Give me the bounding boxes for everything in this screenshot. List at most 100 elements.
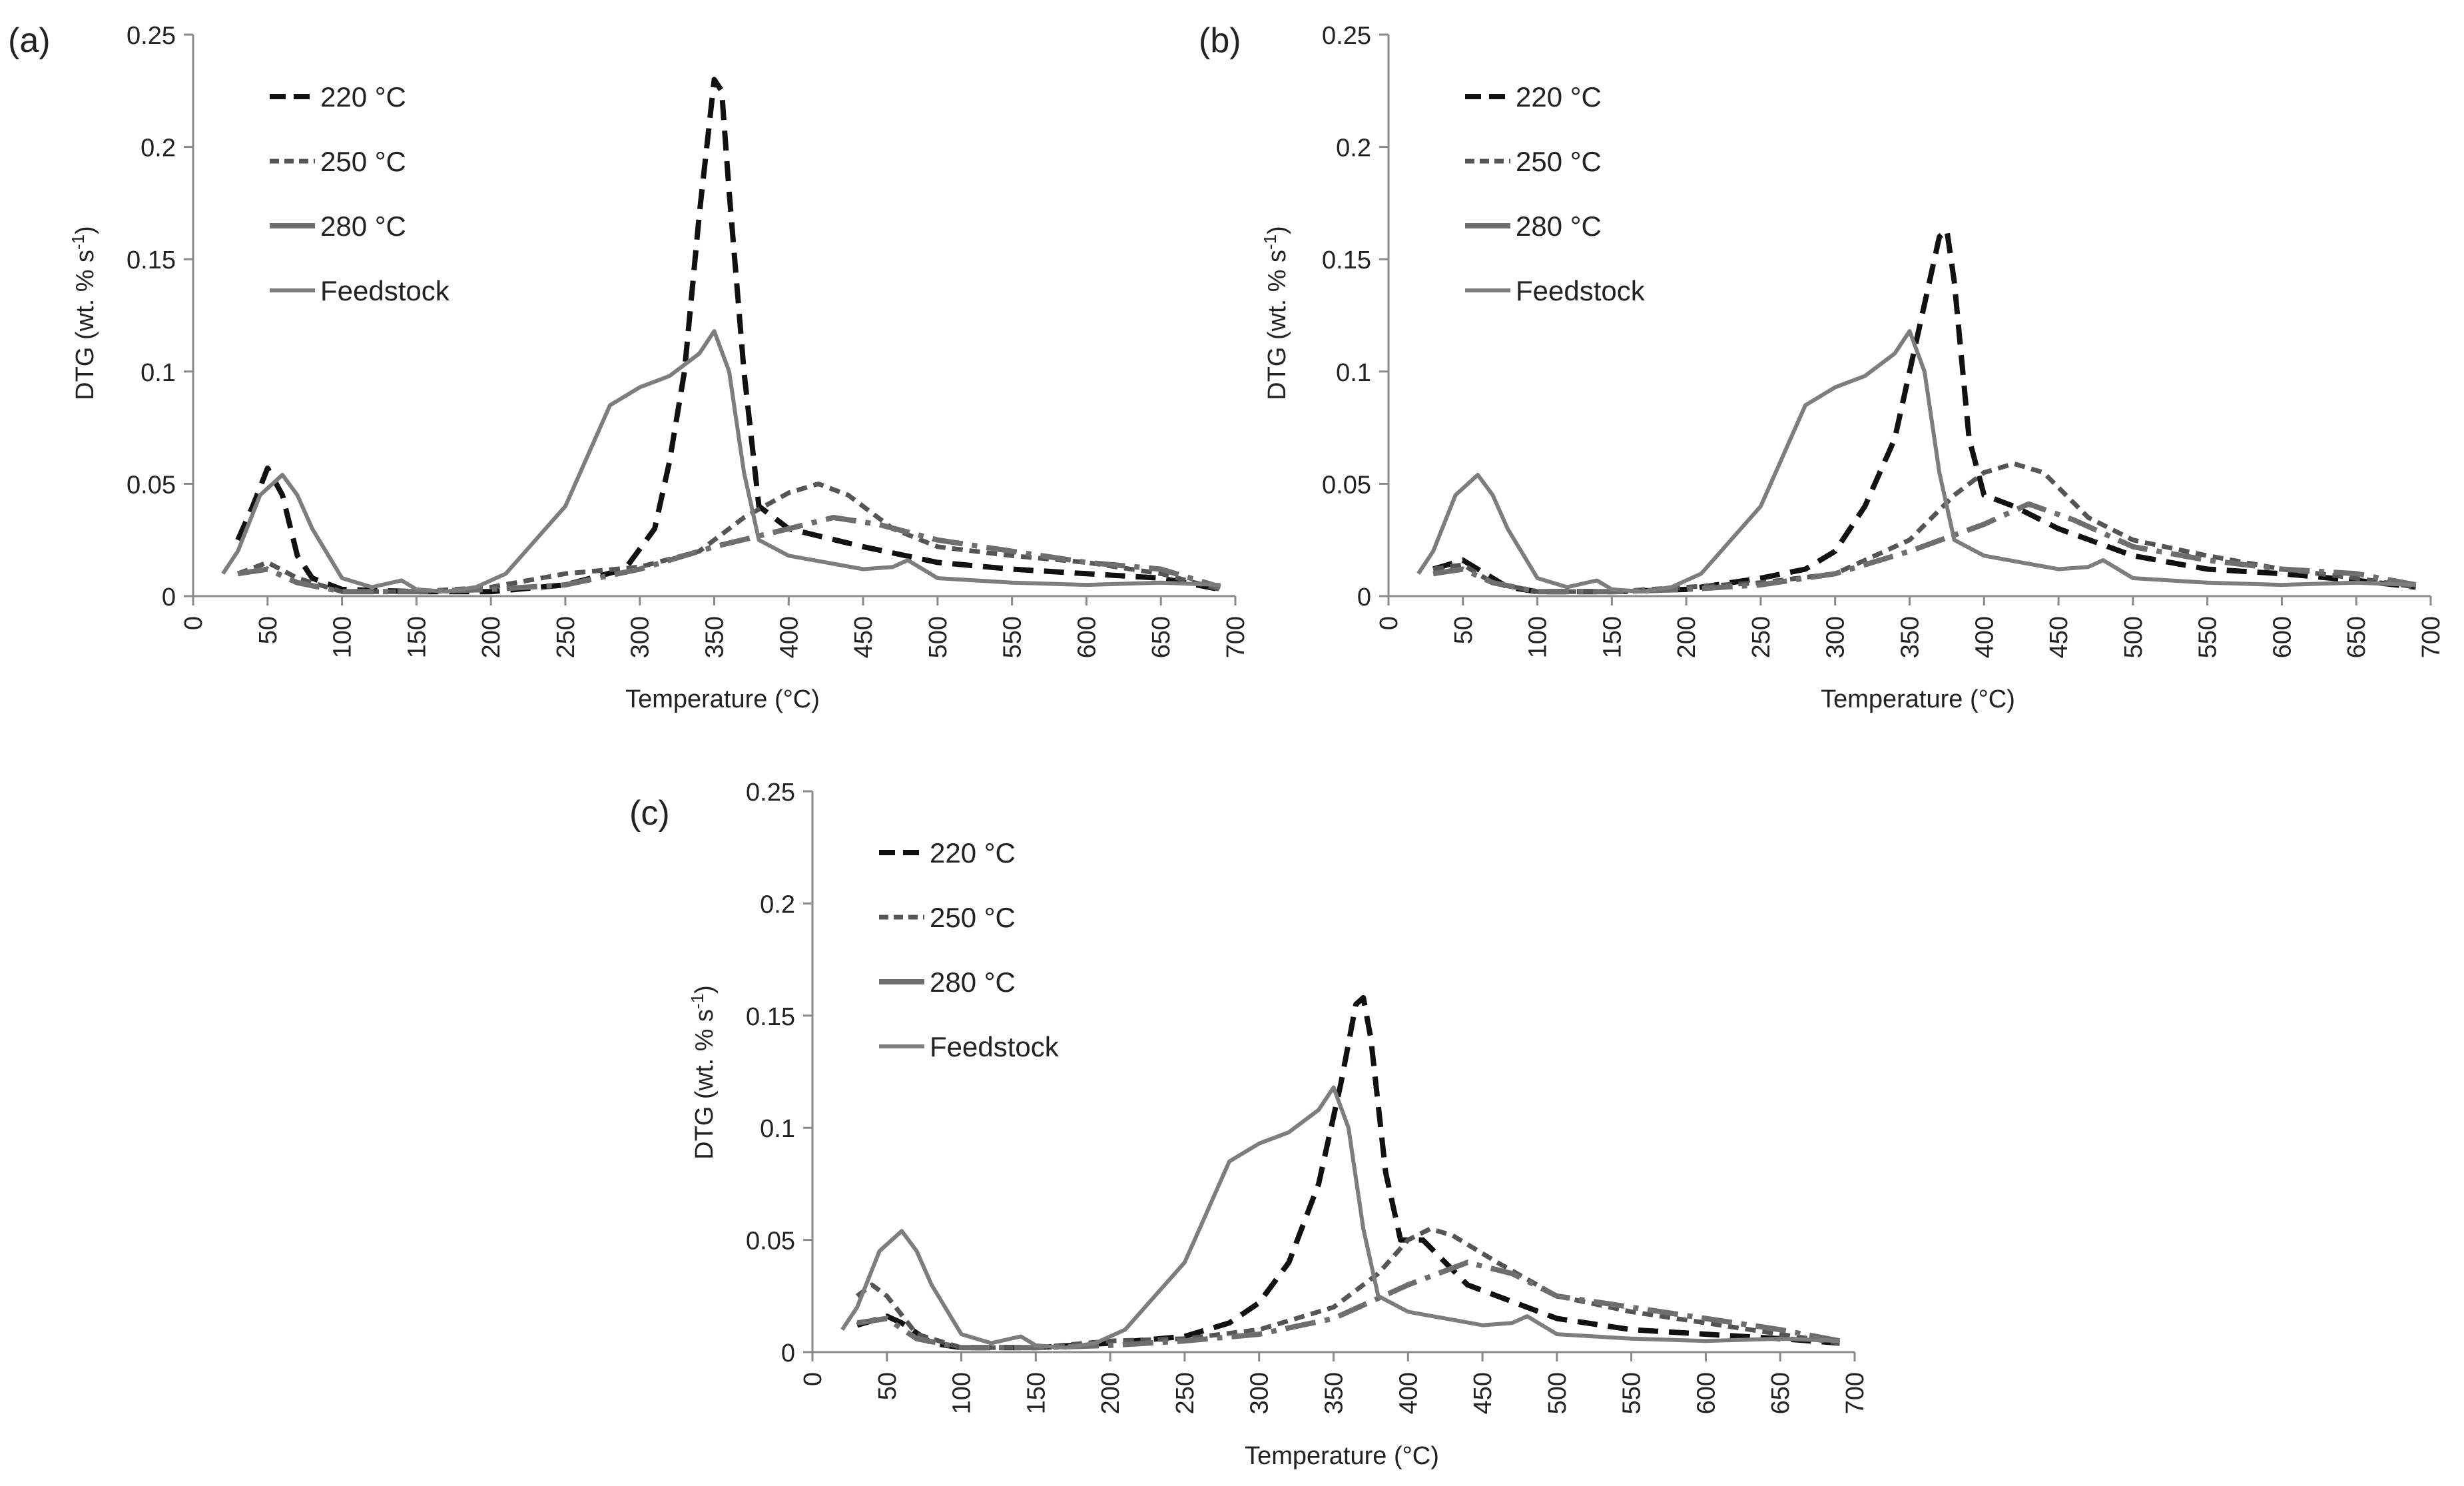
series-line-280-c (1432, 501, 2417, 595)
x-tick-label: 50 (874, 1372, 902, 1400)
x-axis-title: Temperature (°C) (1245, 1442, 1439, 1470)
y-tick-label: 0.1 (1336, 359, 1371, 387)
y-axis-title-close: ) (71, 226, 99, 234)
x-tick-label: 450 (850, 616, 878, 658)
legend: 220 °C 250 °C 280 °C Feedstock (270, 81, 450, 306)
x-tick-label: 600 (1692, 1372, 1720, 1414)
x-tick-label: 500 (1544, 1372, 1572, 1414)
series-line-250-c (1432, 461, 2417, 594)
series-line-220-c (1432, 227, 2417, 595)
series-line-250-c (236, 481, 1221, 594)
legend-label: Feedstock (320, 275, 450, 306)
y-tick-label: 0.2 (1336, 135, 1371, 163)
x-axis-title: Temperature (°C) (625, 685, 820, 713)
x-tick-label: 100 (1524, 616, 1552, 658)
x-tick-label: 600 (1073, 616, 1101, 658)
x-tick-label: 700 (1222, 616, 1250, 658)
series-line-250-c (855, 1226, 1841, 1350)
y-axis-title-sup: -1 (1260, 234, 1280, 250)
x-tick-label: 100 (329, 616, 357, 658)
x-tick-label: 450 (2045, 616, 2073, 658)
x-tick-label: 400 (775, 616, 803, 658)
x-tick-label: 50 (254, 616, 282, 644)
x-tick-label: 700 (1841, 1372, 1869, 1414)
x-tick-label: 0 (180, 616, 208, 630)
x-tick-label: 350 (701, 616, 729, 658)
x-tick-label: 300 (1246, 1372, 1274, 1414)
y-axis-title-sup: -1 (68, 234, 88, 250)
y-tick-label: 0.15 (127, 246, 176, 274)
legend-label: 280 °C (1516, 210, 1602, 242)
legend: 220 °C 250 °C 280 °C Feedstock (1465, 81, 1646, 306)
x-tick-label: 300 (627, 616, 655, 658)
y-axis-title-close: ) (1263, 226, 1291, 234)
x-tick-label: 600 (2268, 616, 2296, 658)
y-tick-label: 0.05 (127, 471, 176, 499)
y-tick-label: 0.25 (127, 22, 176, 50)
panel-a: (a) 0 0.05 0.1 0.15 0.2 0.25 0 50 100 150 200 250 300… (8, 21, 1250, 713)
x-tick-label: 650 (2343, 616, 2371, 658)
y-axis-title: DTG (wt. % s-1) (1260, 226, 1291, 400)
y-axis-title: DTG (wt. % s-1) (68, 226, 99, 400)
series-line-feedstock (221, 329, 1221, 594)
x-tick-label: 200 (477, 616, 505, 658)
x-tick-label: 400 (1971, 616, 1999, 658)
x-tick-label: 200 (1097, 1372, 1125, 1414)
y-tick-label: 0.05 (1322, 471, 1371, 499)
legend-label: 220 °C (320, 81, 406, 113)
y-tick-label: 0.2 (141, 135, 176, 163)
x-tick-label: 250 (1171, 1372, 1199, 1414)
legend-label: 220 °C (1516, 81, 1602, 113)
y-axis-title-sup: -1 (687, 994, 707, 1009)
panel-label: (b) (1199, 21, 1241, 60)
series-line-feedstock (840, 1085, 1840, 1350)
x-tick-label: 700 (2417, 616, 2445, 658)
panel-label: (a) (8, 21, 51, 60)
panel-c: (c) 0 0.05 0.1 0.15 0.2 0.25 0 50 100 150 200 250 300… (629, 779, 1869, 1470)
y-tick-label: 0.25 (1322, 22, 1371, 50)
series-line-220-c (856, 994, 1840, 1351)
y-tick-label: 0.15 (1322, 246, 1371, 274)
y-tick-label: 0.1 (141, 359, 176, 387)
x-tick-label: 450 (1469, 1372, 1497, 1414)
y-axis-title: DTG (wt. % s-1) (687, 985, 719, 1160)
legend-label: 250 °C (1516, 146, 1602, 177)
y-axis-title-close: ) (691, 985, 719, 994)
x-tick-label: 550 (999, 616, 1027, 658)
x-tick-label: 400 (1394, 1372, 1422, 1414)
x-tick-label: 150 (403, 616, 431, 658)
legend-label: Feedstock (1516, 275, 1646, 306)
x-axis-title: Temperature (°C) (1821, 685, 2015, 713)
x-tick-label: 50 (1450, 616, 1478, 644)
x-tick-label: 0 (1375, 616, 1403, 630)
x-tick-label: 100 (948, 1372, 976, 1414)
series-line-280-c (856, 1260, 1841, 1351)
panels: (a)00.050.10.150.20.250 50 100 150 200 250 300… (8, 21, 2445, 1470)
x-tick-label: 350 (1321, 1372, 1349, 1414)
x-tick-label: 500 (2120, 616, 2148, 658)
legend-label: 250 °C (930, 902, 1016, 933)
x-tick-label: 0 (799, 1372, 827, 1386)
legend-label: 250 °C (320, 146, 406, 177)
y-tick-label: 0.25 (746, 779, 795, 807)
legend: 220 °C 250 °C 280 °C Feedstock (879, 837, 1060, 1062)
x-tick-label: 250 (1747, 616, 1775, 658)
y-tick-label: 0 (162, 583, 176, 611)
legend-label: 280 °C (930, 966, 1016, 998)
x-tick-label: 650 (1767, 1372, 1795, 1414)
legend-label: 280 °C (320, 210, 406, 242)
legend-label: 220 °C (930, 837, 1016, 869)
y-tick-label: 0.15 (746, 1003, 795, 1031)
series-line-feedstock (1416, 329, 2416, 594)
y-axis-title-main: DTG (wt. % s (691, 1009, 719, 1160)
x-tick-label: 300 (1822, 616, 1850, 658)
panel-b: (b) 0 0.05 0.1 0.15 0.2 0.25 0 50 100 150 200 250 300… (1199, 21, 2445, 713)
x-tick-label: 650 (1147, 616, 1175, 658)
x-tick-label: 350 (1897, 616, 1925, 658)
panel-label: (c) (629, 794, 670, 833)
x-tick-label: 200 (1673, 616, 1701, 658)
y-axis-title-main: DTG (wt. % s (71, 250, 99, 400)
y-axis-title-main: DTG (wt. % s (1263, 250, 1291, 400)
legend-label: Feedstock (930, 1031, 1060, 1062)
